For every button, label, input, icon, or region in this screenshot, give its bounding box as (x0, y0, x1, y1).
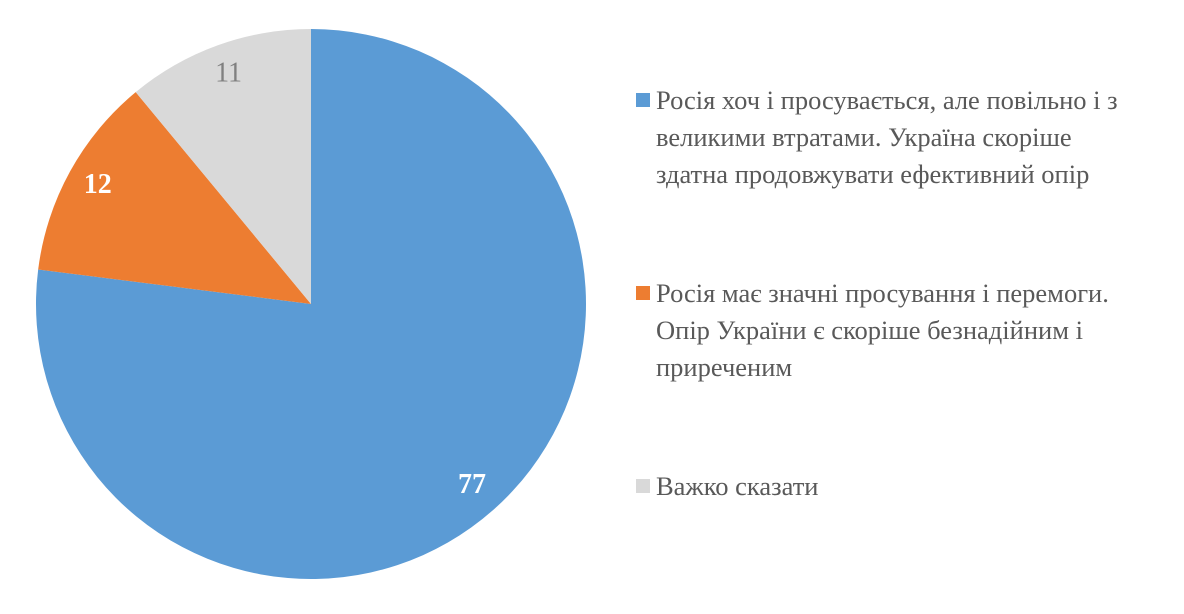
pie-slice (135, 29, 311, 304)
legend-label: Росія має значні просування і перемоги. … (656, 278, 1109, 382)
data-label: 11 (215, 57, 242, 88)
legend-label: Росія хоч і просувається, але повільно і… (656, 85, 1118, 189)
pie-slice (38, 92, 311, 304)
data-label: 77 (458, 469, 486, 500)
legend-item: Росія має значні просування і перемоги. … (636, 275, 1146, 386)
legend-label: Важко сказати (656, 471, 819, 501)
legend-swatch (636, 93, 650, 107)
legend-item: Росія хоч і просувається, але повільно і… (636, 82, 1146, 193)
legend-swatch (636, 479, 650, 493)
data-label: 12 (84, 169, 112, 200)
legend-swatch (636, 286, 650, 300)
legend-item: Важко сказати (636, 468, 1146, 505)
pie-area: 77 12 11 (35, 29, 587, 579)
